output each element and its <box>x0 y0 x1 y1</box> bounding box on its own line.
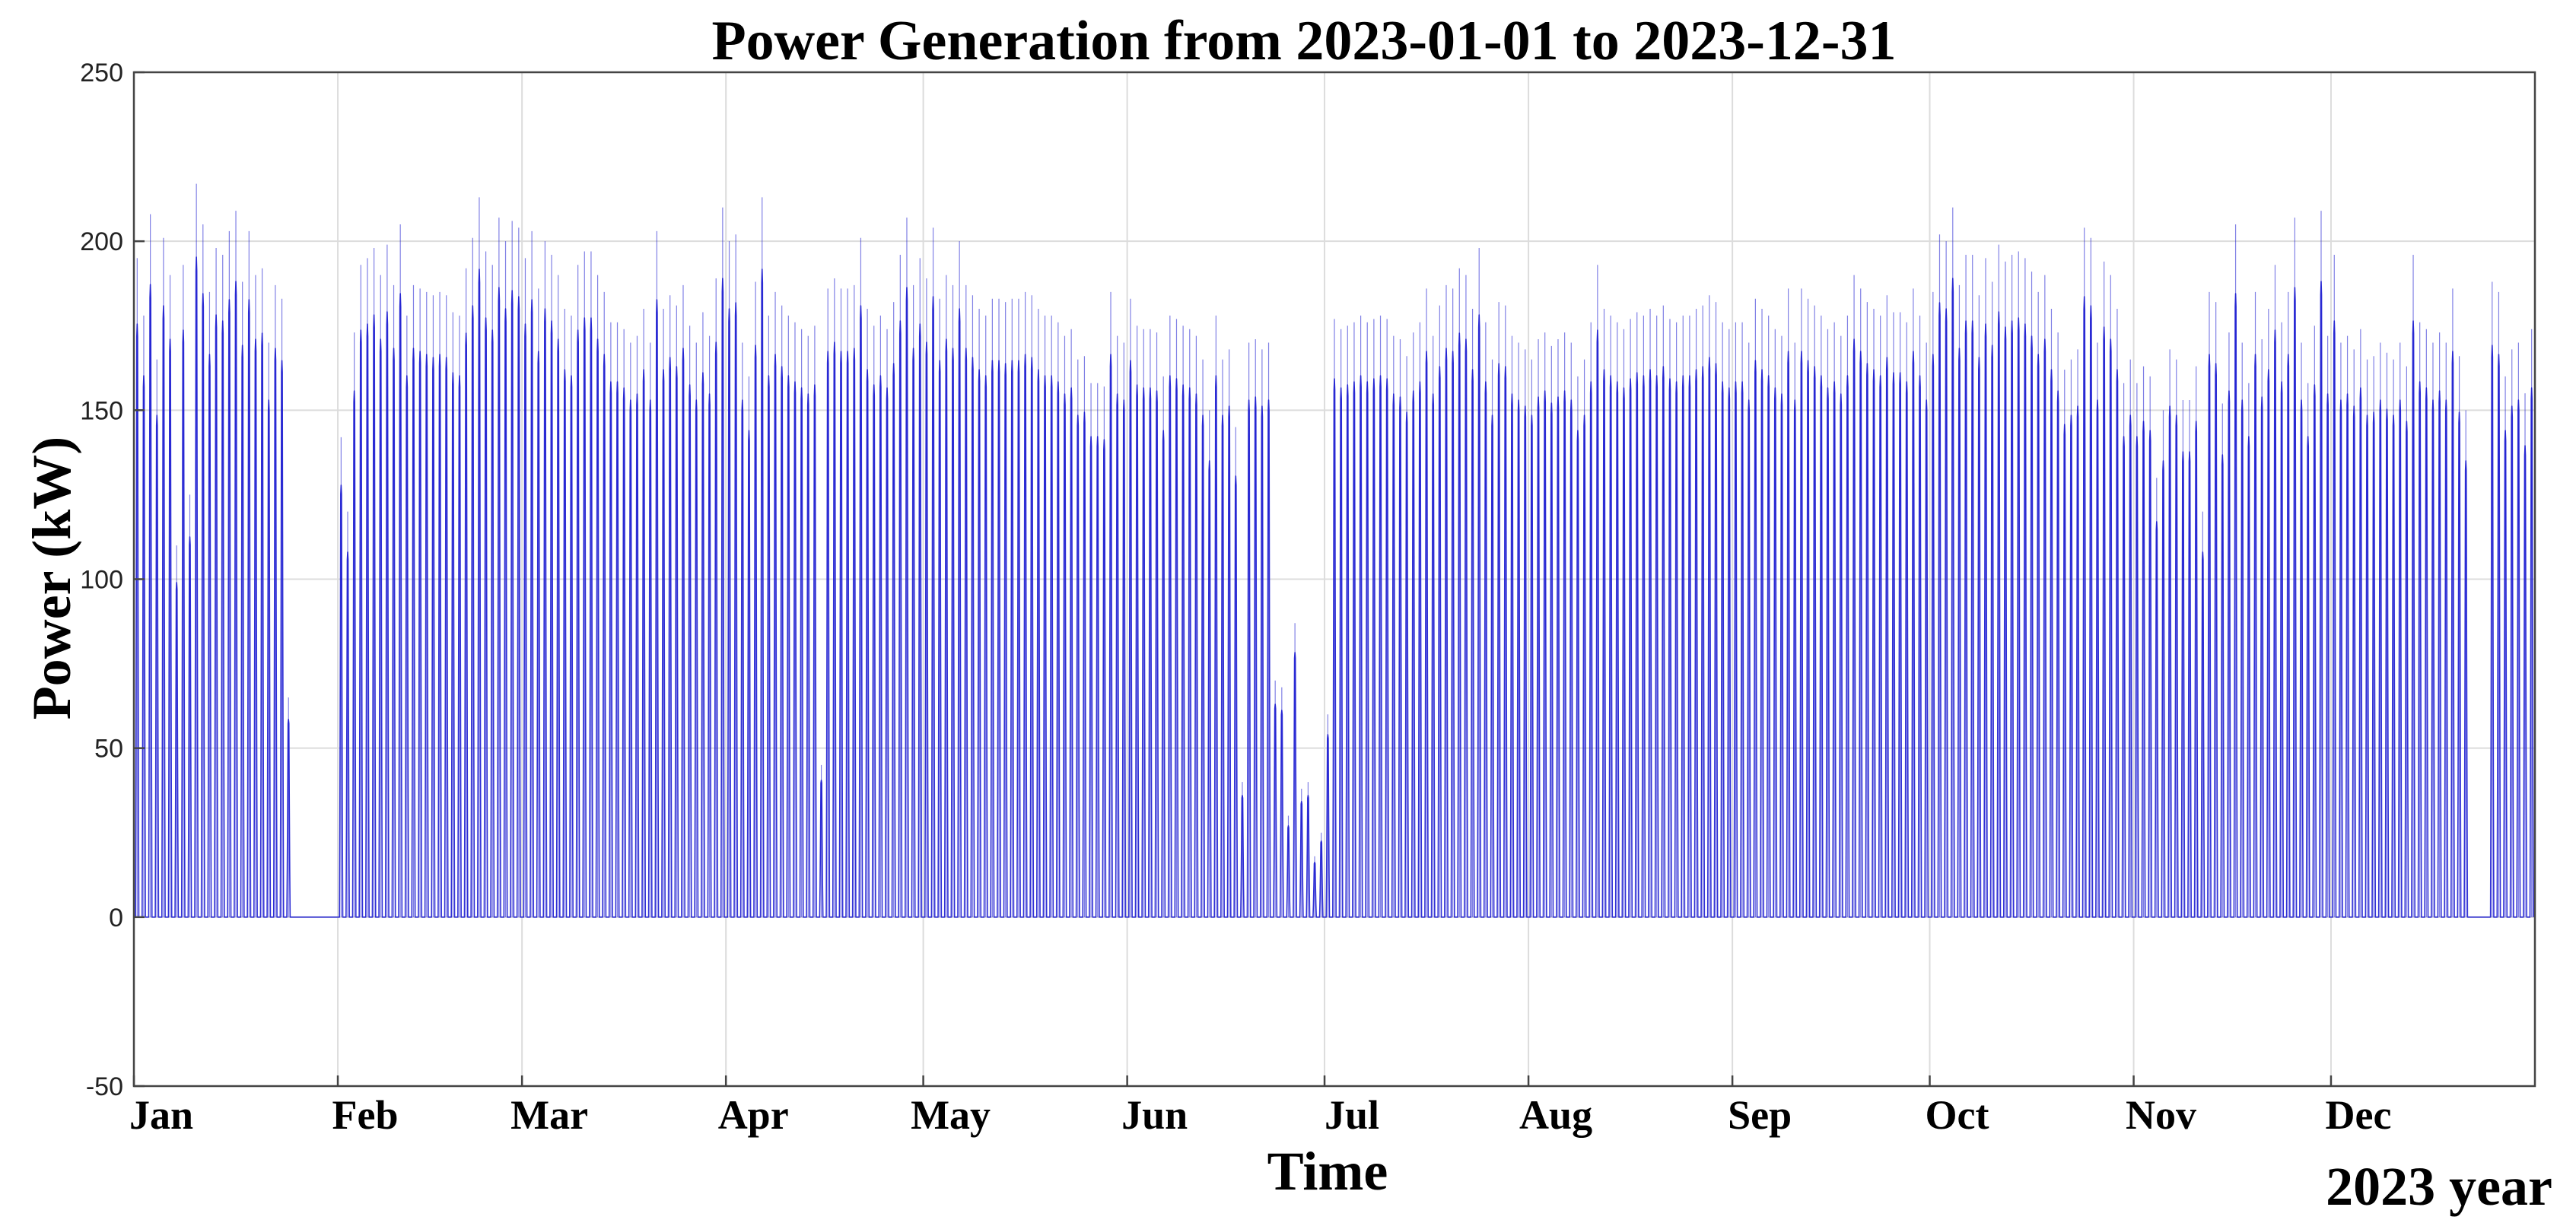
y-tick-label: 0 <box>109 904 123 932</box>
x-tick-label: Nov <box>2126 1092 2196 1138</box>
x-axis-ticks: Jan Feb Mar Apr May Jun Jul Aug Sep Oct Nov Dec <box>129 1075 2391 1138</box>
x-tick-label: Dec <box>2325 1092 2391 1138</box>
x-tick-label: Oct <box>1926 1092 1989 1138</box>
x-tick-label: Jun <box>1121 1092 1188 1138</box>
series-power <box>134 183 2534 918</box>
x-tick-label: Apr <box>718 1092 789 1138</box>
x-tick-label: May <box>911 1092 991 1138</box>
y-tick-label: 100 <box>80 566 123 595</box>
x-tick-label: Mar <box>510 1092 588 1138</box>
y-axis-ticks: -50 0 50 100 150 200 250 <box>80 59 145 1101</box>
x-tick-label: Aug <box>1519 1092 1592 1138</box>
x-tick-label: Sep <box>1728 1092 1792 1138</box>
y-tick-label: 50 <box>94 735 123 764</box>
y-tick-label: 150 <box>80 396 123 425</box>
chart-title: Power Generation from 2023-01-01 to 2023… <box>711 10 1896 72</box>
y-tick-label: 200 <box>80 227 123 256</box>
x-axis-label: Time <box>1267 1141 1388 1202</box>
y-axis-label: Power (kW) <box>21 437 82 720</box>
y-tick-label: -50 <box>86 1072 123 1101</box>
x-tick-label: Jan <box>129 1092 193 1138</box>
x-tick-label: Jul <box>1325 1092 1379 1138</box>
year-label: 2023 year <box>2326 1156 2552 1217</box>
x-tick-label: Feb <box>332 1092 399 1138</box>
y-tick-label: 250 <box>80 59 123 87</box>
